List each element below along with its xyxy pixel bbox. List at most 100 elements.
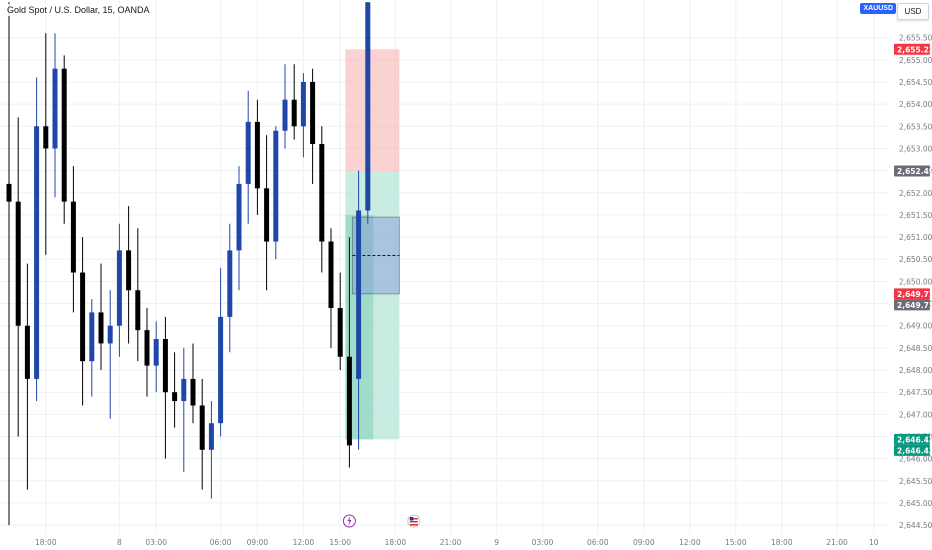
x-tick-label: 09:00 (247, 538, 269, 547)
x-tick-label: 18:00 (35, 538, 57, 547)
x-tick-label: 10 (869, 538, 879, 547)
y-tick-label: 2,651.000 (899, 233, 932, 242)
y-tick-label: 2,650.000 (899, 277, 932, 286)
x-tick-label: 03:00 (145, 538, 167, 547)
candle-body (291, 99, 297, 127)
lightning-icon-bolt (347, 516, 352, 526)
candle-body (116, 250, 122, 326)
us-flag-canton (409, 517, 414, 521)
price-tag (894, 165, 930, 177)
x-tick-label: 9 (494, 538, 499, 547)
symbol-badge: XAUUSD (860, 3, 896, 14)
candle-body (264, 188, 270, 242)
y-tick-label: 2,644.500 (899, 521, 932, 530)
y-tick-label: 2,653.000 (899, 144, 932, 153)
candle-body (153, 339, 159, 366)
y-tick-label: 2,648.000 (899, 366, 932, 375)
price-tag (894, 288, 930, 300)
candle-body (208, 423, 214, 450)
x-tick-label: 18:00 (385, 538, 407, 547)
chart-legend: Gold Spot / U.S. Dollar, 15, OANDA (4, 4, 153, 16)
us-flag-stripe (409, 521, 418, 523)
price-tag-label: 2,649.719 (897, 290, 932, 299)
x-tick-label: 15:00 (329, 538, 351, 547)
x-tick-label: 12:00 (679, 538, 701, 547)
x-tick-label: 18:00 (771, 538, 793, 547)
candle-body (24, 325, 30, 379)
candle-body (319, 144, 325, 242)
candle-body (135, 290, 141, 331)
price-tag (894, 433, 930, 445)
y-tick-label: 2,650.500 (899, 255, 932, 264)
candle-body (190, 378, 196, 406)
candle-body (61, 68, 67, 202)
y-tick-label: 2,646.000 (899, 455, 932, 464)
y-tick-label: 2,655.500 (899, 34, 932, 43)
y-tick-label: 2,645.500 (899, 477, 932, 486)
candle-body (300, 81, 306, 127)
y-tick-label: 2,653.500 (899, 122, 932, 131)
candle-body (43, 126, 49, 149)
x-tick-label: 12:00 (293, 538, 315, 547)
x-tick-label: 21:00 (440, 538, 462, 547)
price-tag-label: 2,652.490 (897, 167, 932, 176)
candle-body (310, 81, 316, 145)
candle-body (254, 121, 260, 189)
candle-body (172, 392, 178, 402)
price-tag-label: 2,646.435 (897, 435, 932, 444)
candle-body (227, 250, 233, 317)
candle-body (356, 210, 362, 379)
candle-body (346, 356, 352, 446)
stop-loss-zone (345, 49, 400, 172)
candle-body (218, 316, 224, 424)
candle-body (337, 307, 343, 357)
candle-body (34, 126, 40, 379)
x-tick-label: 21:00 (826, 538, 848, 547)
price-tag-label: 2,649.718 (897, 301, 932, 310)
candle-body (6, 183, 12, 202)
candle-body (365, 2, 371, 211)
candle-body (328, 241, 334, 308)
x-tick-label: 15:00 (725, 538, 747, 547)
us-flag-stripe (409, 524, 418, 526)
candle-body (245, 121, 251, 184)
price-tag-label: 2,646.435 (897, 446, 932, 455)
y-tick-label: 2,654.000 (899, 100, 932, 109)
candle-body (15, 201, 21, 326)
candle-body (98, 312, 104, 344)
y-tick-label: 2,648.500 (899, 344, 932, 353)
lightning-icon (342, 514, 356, 528)
currency-button[interactable]: USD (897, 3, 929, 20)
candle-body (144, 330, 150, 366)
y-tick-label: 2,645.000 (899, 499, 932, 508)
us-flag-stripe (409, 518, 418, 520)
candle-body (70, 201, 76, 273)
candle-body (80, 272, 86, 362)
x-tick-label: 03:00 (532, 538, 554, 547)
candle-body (181, 378, 187, 402)
candle-body (89, 312, 95, 362)
y-tick-label: 2,654.500 (899, 78, 932, 87)
price-tag (894, 299, 930, 311)
x-tick-label: 06:00 (587, 538, 609, 547)
price-tag (894, 43, 930, 55)
y-tick-label: 2,655.000 (899, 56, 932, 65)
y-tick-label: 2,649.000 (899, 322, 932, 331)
y-tick-label: 2,651.500 (899, 211, 932, 220)
y-tick-label: 2,647.500 (899, 388, 932, 397)
us-flag-icon (407, 514, 421, 528)
price-tag-label: 2,655.238 (897, 45, 932, 54)
x-tick-label: 09:00 (633, 538, 655, 547)
price-tag (894, 444, 930, 456)
y-tick-label: 2,652.000 (899, 189, 932, 198)
y-tick-label: 2,647.000 (899, 410, 932, 419)
candle-body (126, 250, 132, 291)
candle-body (273, 130, 279, 242)
candle-body (107, 325, 113, 344)
candle-body (162, 339, 168, 393)
x-tick-label: 8 (117, 538, 122, 547)
candle-body (199, 405, 205, 450)
candle-body (52, 68, 58, 149)
